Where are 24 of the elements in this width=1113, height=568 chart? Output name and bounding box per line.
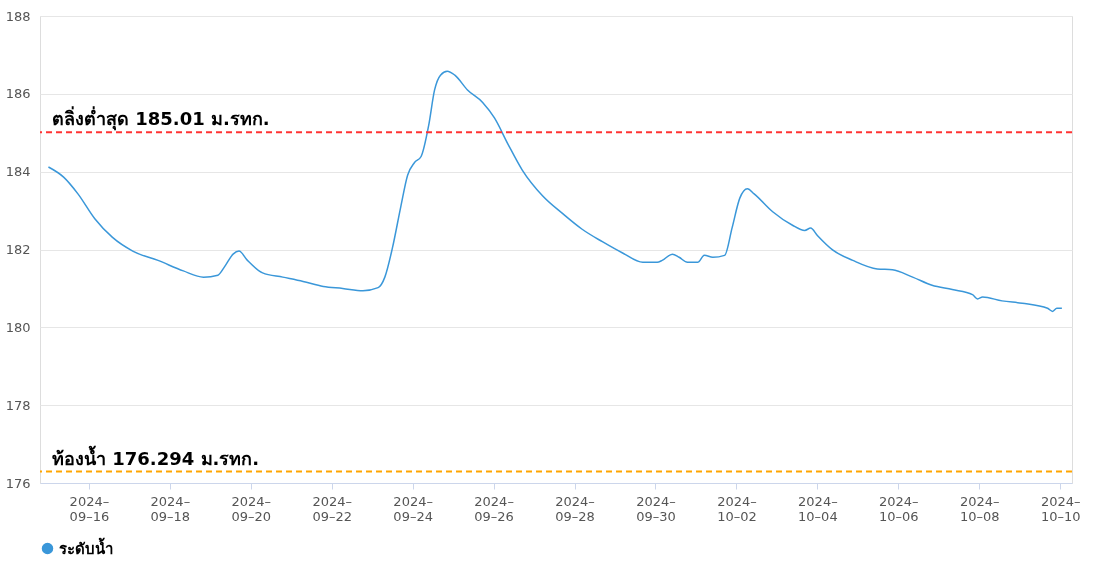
- y-tick-label: 176: [5, 475, 31, 491]
- x-tick-label: 2024–09–20: [231, 493, 272, 524]
- y-tick-label: 188: [5, 8, 31, 24]
- y-tick-label: 186: [5, 86, 31, 102]
- y-tick-label: 184: [5, 164, 31, 180]
- x-tick-label: 2024–10–02: [717, 493, 757, 524]
- y-tick-label: 180: [5, 319, 31, 335]
- y-tick-label: 178: [5, 397, 31, 413]
- ref-line-label: ตลิ่งต่ำสุด 185.01 ม.รทก.: [52, 106, 270, 132]
- ref-line-label: ท้องน้ำ 176.294 ม.รทก.: [52, 444, 260, 469]
- x-tick-label: 2024–09–26: [474, 493, 514, 524]
- x-tick-label: 2024–09–22: [312, 493, 353, 524]
- line-series: [47, 70, 1063, 313]
- x-tick-label: 2024–09–28: [555, 493, 595, 524]
- x-tick-label: 2024–09–24: [393, 493, 433, 524]
- x-tick-label: 2024–10–10: [1040, 493, 1081, 524]
- x-tick-label: 2024–10–08: [959, 493, 1000, 524]
- x-tick-label: 2024–09–30: [636, 493, 676, 524]
- legend-label: ระดับน้ำ: [59, 536, 113, 558]
- x-tick-label: 2024–09–18: [150, 493, 191, 524]
- x-tick-label: 2024–09–16: [69, 493, 110, 524]
- y-tick-label: 182: [5, 242, 31, 257]
- x-tick-label: 2024–10–04: [798, 493, 838, 524]
- x-tick-label: 2024–10–06: [879, 493, 919, 524]
